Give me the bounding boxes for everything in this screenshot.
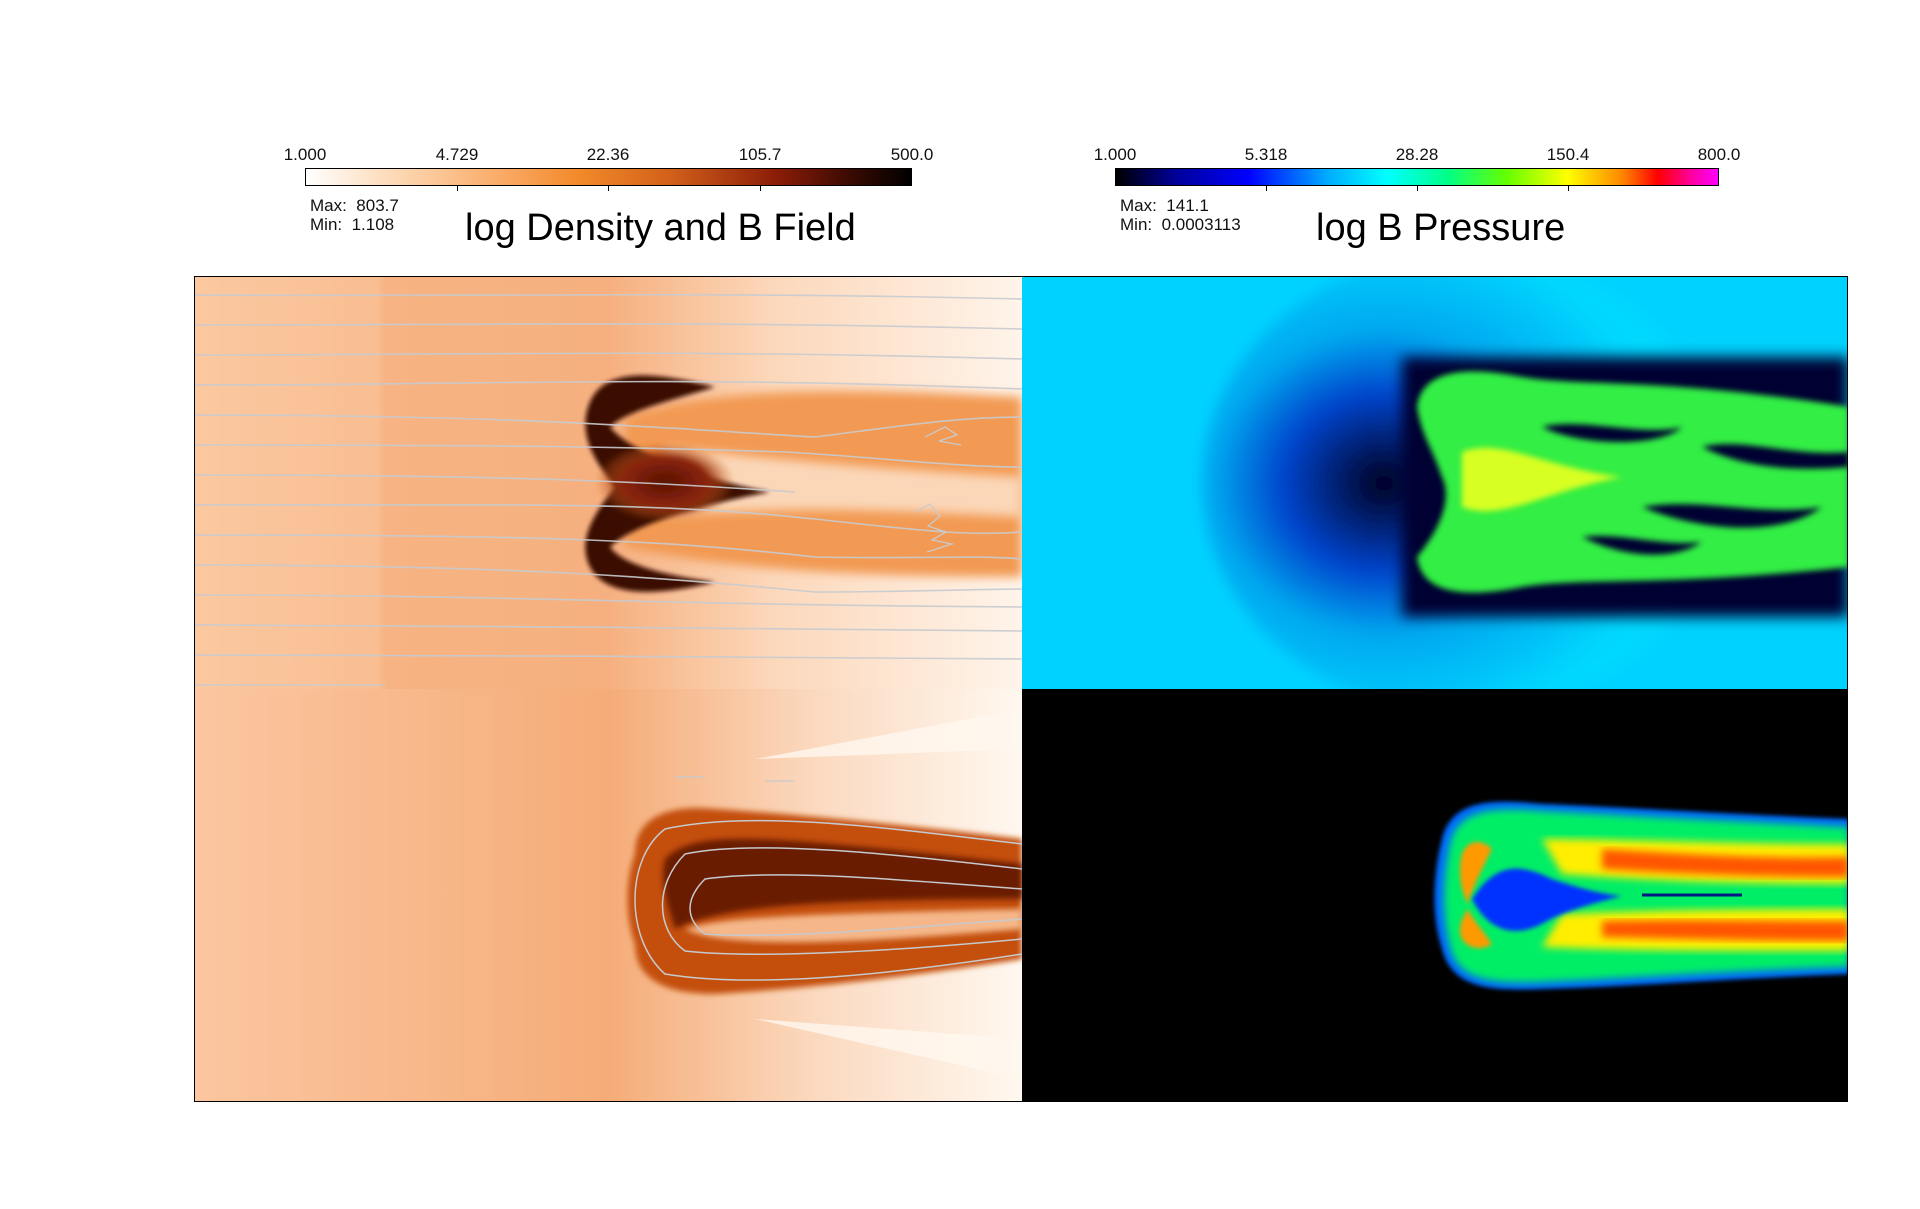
pressure-stats: Max: 141.1 Min: 0.0003113 xyxy=(1120,196,1241,234)
pressure-max-label: Max: xyxy=(1120,196,1157,215)
pressure-panel-top xyxy=(1022,277,1847,689)
pressure-tick-label: 5.318 xyxy=(1244,145,1288,164)
pressure-tick-mark xyxy=(1568,186,1569,191)
pressure-tick-label: 800.0 xyxy=(1697,145,1741,164)
pressure-max-value: 141.1 xyxy=(1166,196,1209,215)
density-tick-label: 22.36 xyxy=(586,145,630,164)
density-colorbar: 1.000 4.729 22.36 105.7 500.0 Max: 803.7… xyxy=(280,140,934,260)
pressure-title: log B Pressure xyxy=(1316,207,1566,249)
pressure-colorbar: 1.000 5.318 28.28 150.4 800.0 Max: 141.1… xyxy=(1090,140,1741,260)
pressure-panel-bottom xyxy=(1022,689,1847,1101)
density-tick-label: 4.729 xyxy=(435,145,479,164)
pressure-min-label: Min: xyxy=(1120,215,1153,234)
density-max-label: Max: xyxy=(310,196,347,215)
density-tick-mark xyxy=(457,186,458,191)
density-panel-bottom xyxy=(195,689,1022,1101)
pressure-tick-label: 1.000 xyxy=(1093,145,1137,164)
pressure-tick-mark xyxy=(1266,186,1267,191)
visualization-grid xyxy=(194,276,1848,1102)
pressure-top-image xyxy=(1022,277,1847,689)
pressure-min-value: 0.0003113 xyxy=(1161,215,1241,234)
density-top-image xyxy=(195,277,1022,689)
pressure-tick-label: 150.4 xyxy=(1546,145,1590,164)
density-tick-label: 105.7 xyxy=(738,145,782,164)
density-min-label: Min: xyxy=(310,215,343,234)
pressure-tick-mark xyxy=(1417,186,1418,191)
pressure-tick-label: 28.28 xyxy=(1395,145,1439,164)
density-tick-mark xyxy=(760,186,761,191)
density-max-value: 803.7 xyxy=(356,196,399,215)
density-colorbar-gradient xyxy=(305,168,912,186)
density-title: log Density and B Field xyxy=(465,207,856,249)
pressure-colorbar-gradient xyxy=(1115,168,1719,186)
density-tick-mark xyxy=(608,186,609,191)
density-stats: Max: 803.7 Min: 1.108 xyxy=(310,196,399,234)
density-tick-label: 1.000 xyxy=(283,145,327,164)
pressure-bottom-image xyxy=(1022,689,1847,1101)
density-min-value: 1.108 xyxy=(351,215,395,234)
density-bottom-image xyxy=(195,689,1022,1101)
density-tick-label: 500.0 xyxy=(890,145,934,164)
density-panel-top xyxy=(195,277,1022,689)
